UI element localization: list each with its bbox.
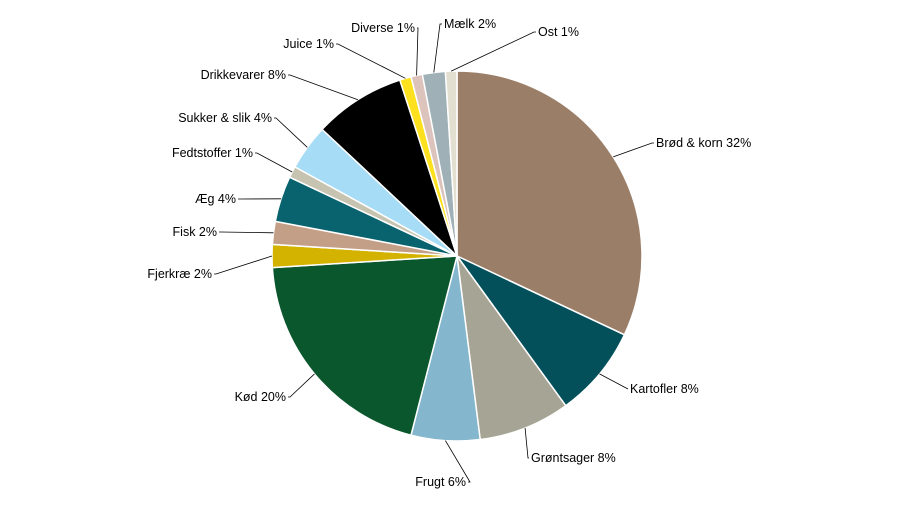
leader-line bbox=[525, 428, 529, 458]
slice-label: Ost 1% bbox=[538, 25, 579, 39]
pie-slices bbox=[272, 71, 642, 441]
slice-label: Fedtstoffer 1% bbox=[172, 146, 253, 160]
leader-line bbox=[214, 256, 272, 274]
slice-label: Drikkevarer 8% bbox=[201, 68, 286, 82]
leader-line bbox=[613, 143, 654, 157]
slice-label: Mælk 2% bbox=[444, 17, 496, 31]
leader-line bbox=[336, 44, 405, 78]
leader-line bbox=[219, 232, 274, 233]
leader-line bbox=[417, 28, 418, 76]
leader-line bbox=[274, 118, 307, 147]
slice-label: Æg 4% bbox=[195, 192, 236, 206]
leader-line bbox=[288, 75, 358, 100]
slice-label: Diverse 1% bbox=[351, 21, 415, 35]
slice-label: Fisk 2% bbox=[173, 225, 217, 239]
slice-label: Fjerkræ 2% bbox=[147, 267, 212, 281]
leader-line bbox=[451, 32, 536, 71]
slice-label: Kartofler 8% bbox=[630, 382, 699, 396]
slice-label: Sukker & slik 4% bbox=[178, 111, 272, 125]
slice-label: Juice 1% bbox=[283, 37, 334, 51]
leader-line bbox=[255, 153, 292, 172]
slice-label: Brød & korn 32% bbox=[656, 136, 751, 150]
slice-label: Grøntsager 8% bbox=[531, 451, 616, 465]
leader-line bbox=[288, 374, 315, 397]
slice-label: Kød 20% bbox=[235, 390, 286, 404]
leader-line bbox=[434, 24, 442, 73]
leader-line bbox=[600, 374, 629, 389]
slice-label: Frugt 6% bbox=[415, 475, 466, 489]
